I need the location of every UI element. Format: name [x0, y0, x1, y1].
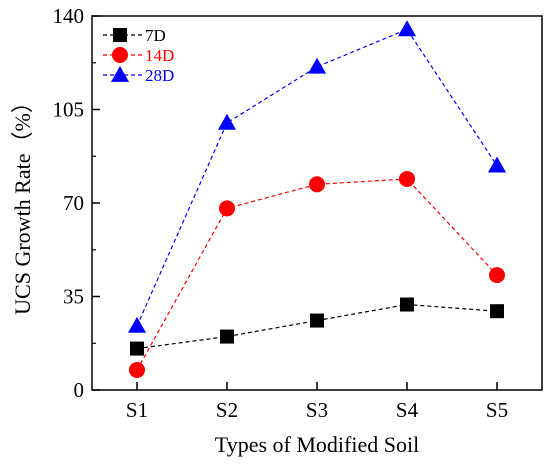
legend-label-14D: 14D — [145, 46, 174, 65]
y-tick-label: 105 — [53, 98, 85, 122]
x-tick-label: S5 — [486, 398, 508, 422]
data-point-7D — [400, 297, 414, 312]
data-point-28D — [127, 316, 147, 333]
y-tick-label: 70 — [63, 191, 84, 215]
data-point-28D — [307, 57, 327, 74]
y-tick-label: 35 — [63, 285, 84, 309]
x-tick-label: S4 — [396, 398, 419, 422]
data-point-14D — [399, 170, 415, 187]
data-point-14D — [489, 267, 505, 284]
data-point-14D — [129, 361, 145, 378]
x-tick-label: S2 — [216, 398, 238, 422]
data-point-28D — [487, 156, 507, 173]
legend-marker-28D — [110, 65, 130, 82]
x-tick-label: S3 — [306, 398, 328, 422]
data-point-28D — [397, 20, 417, 37]
y-axis-title: UCS Growth Rate（%） — [10, 91, 35, 315]
y-tick-label: 140 — [53, 4, 85, 28]
data-point-7D — [220, 329, 234, 344]
y-tick-label: 0 — [74, 378, 85, 402]
data-point-7D — [310, 313, 324, 328]
data-point-7D — [490, 304, 504, 319]
legend-marker-14D — [112, 47, 128, 63]
legend-label-7D: 7D — [145, 26, 166, 45]
x-axis-title: Types of Modified Soil — [215, 432, 419, 457]
legend-label-28D: 28D — [145, 66, 174, 85]
data-point-28D — [217, 113, 237, 130]
data-point-7D — [130, 341, 144, 356]
series-line-28D — [136, 28, 498, 327]
x-tick-label: S1 — [126, 398, 148, 422]
data-point-14D — [219, 200, 235, 217]
series-line-14D — [136, 178, 498, 371]
data-point-14D — [309, 176, 325, 193]
legend-marker-7D — [113, 28, 127, 42]
